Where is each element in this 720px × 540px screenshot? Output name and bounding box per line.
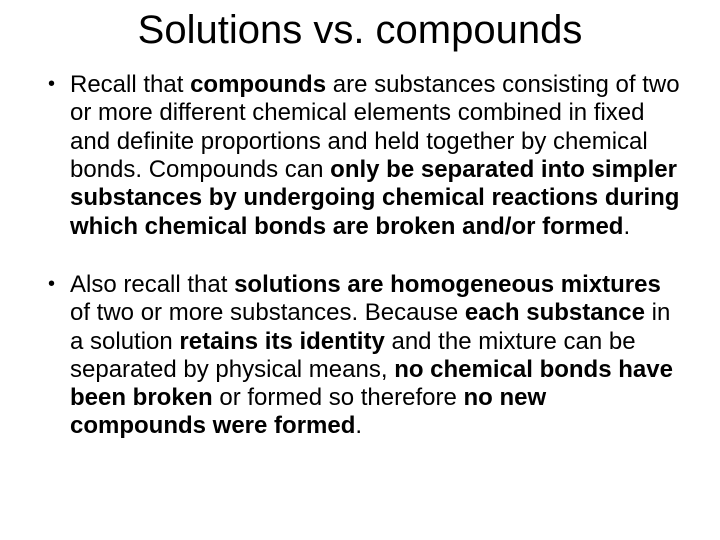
text-run-bold: each substance bbox=[465, 299, 645, 326]
list-item: Also recall that solutions are homogeneo… bbox=[48, 271, 680, 441]
text-run: Also recall that bbox=[70, 271, 234, 298]
text-run: Recall that bbox=[70, 71, 190, 98]
slide-title: Solutions vs. compounds bbox=[30, 8, 690, 53]
text-run-bold: compounds bbox=[190, 71, 326, 98]
text-run: of two or more substances. Because bbox=[70, 299, 465, 326]
text-run-bold: solutions are homogeneous mixtures bbox=[234, 271, 661, 298]
text-run: . bbox=[623, 213, 630, 240]
list-item: Recall that compounds are substances con… bbox=[48, 71, 680, 241]
bullet-list: Recall that compounds are substances con… bbox=[30, 71, 690, 441]
slide: Solutions vs. compounds Recall that comp… bbox=[0, 0, 720, 540]
text-run-bold: retains its identity bbox=[179, 328, 384, 355]
text-run: . bbox=[355, 412, 362, 439]
text-run: or formed so therefore bbox=[213, 384, 464, 411]
